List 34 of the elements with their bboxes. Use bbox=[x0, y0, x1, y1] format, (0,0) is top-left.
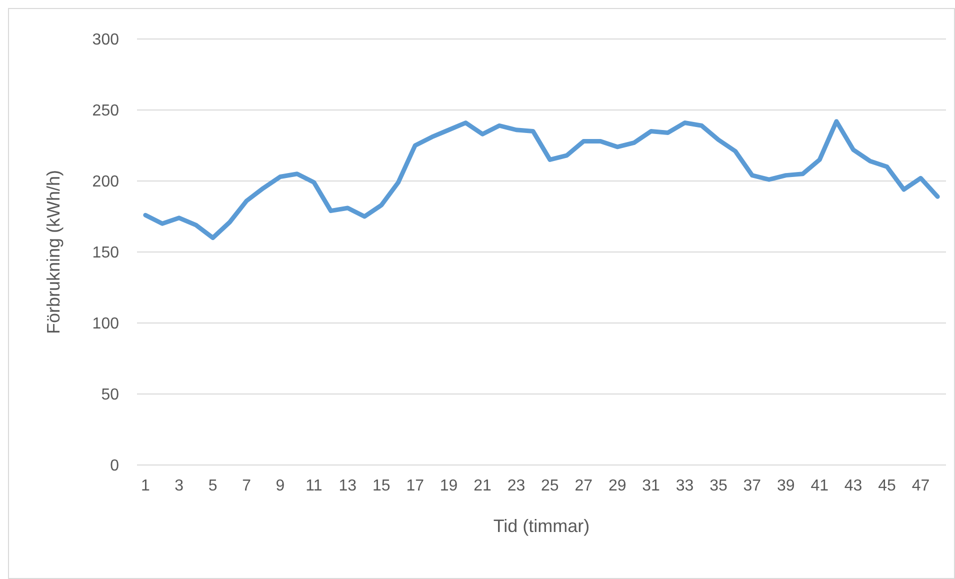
x-tick-label: 45 bbox=[878, 477, 896, 494]
x-tick-label: 17 bbox=[406, 477, 424, 494]
x-tick-label: 11 bbox=[306, 477, 322, 494]
line-series bbox=[143, 119, 940, 240]
x-tick-label: 21 bbox=[474, 477, 492, 494]
x-axis-title: Tid (timmar) bbox=[493, 516, 590, 536]
x-tick-label: 39 bbox=[776, 477, 795, 494]
y-tick-label: 200 bbox=[92, 174, 120, 191]
x-tick-label: 1 bbox=[140, 477, 150, 494]
x-tick-label: 35 bbox=[710, 477, 728, 494]
x-tick-label: 23 bbox=[507, 477, 526, 494]
x-tick-label: 3 bbox=[174, 477, 184, 494]
x-tick-label: 37 bbox=[743, 477, 762, 494]
x-tick-label: 19 bbox=[440, 477, 458, 494]
x-tick-label: 5 bbox=[208, 477, 218, 494]
x-tick-label: 25 bbox=[541, 477, 559, 494]
x-tick-label: 13 bbox=[338, 477, 357, 494]
x-tick-label: 27 bbox=[574, 477, 593, 494]
y-tick-label: 300 bbox=[92, 32, 120, 49]
y-tick-label: 250 bbox=[92, 102, 120, 120]
x-tick-label: 43 bbox=[844, 477, 862, 494]
x-tick-label: 9 bbox=[276, 477, 285, 494]
x-tick-label: 47 bbox=[912, 477, 930, 494]
y-axis-title: Förbrukning (kWh/h) bbox=[43, 170, 64, 334]
x-tick-label: 29 bbox=[608, 477, 626, 494]
y-tick-label: 50 bbox=[101, 386, 120, 404]
x-tick-label: 31 bbox=[642, 477, 660, 494]
x-tick-label: 41 bbox=[810, 477, 829, 494]
y-tick-label: 150 bbox=[92, 244, 120, 262]
x-tick-label: 33 bbox=[676, 477, 694, 494]
y-tick-label: 100 bbox=[92, 316, 120, 333]
x-tick-label: 7 bbox=[242, 477, 252, 494]
y-tick-label: 0 bbox=[110, 458, 120, 475]
x-tick-label: 15 bbox=[372, 477, 390, 494]
